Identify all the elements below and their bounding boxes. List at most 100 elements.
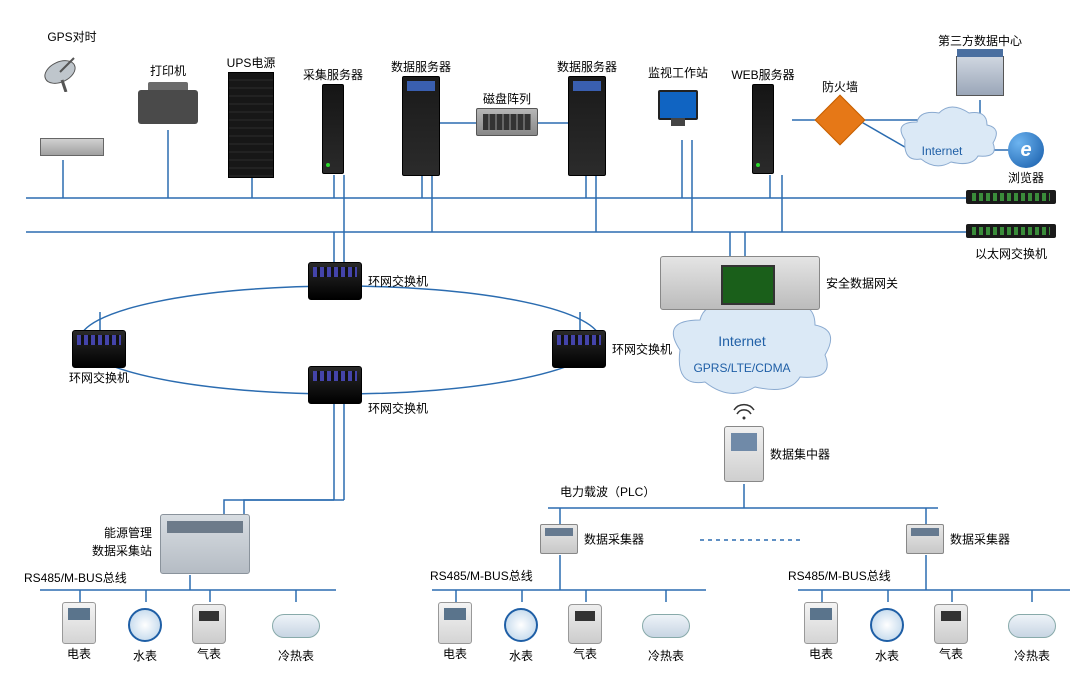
elec-meter-icon [438, 602, 472, 644]
gas-meter-1: 气表 [192, 604, 226, 644]
gas-meter-icon [934, 604, 968, 644]
collector-icon [906, 524, 944, 554]
wifi-icon [732, 402, 756, 420]
ring-switch-bottom: 环网交换机 [308, 366, 362, 404]
server-icon [568, 76, 606, 176]
switch-icon [966, 190, 1056, 204]
elec-label: 电表 [443, 645, 467, 662]
browser-node: 浏览器 [1008, 132, 1044, 168]
gateway-icon [660, 256, 820, 310]
collector-label-2: 数据采集器 [950, 531, 1010, 548]
water-label: 水表 [875, 647, 899, 664]
ring-switch-icon [308, 262, 362, 300]
heat-label: 冷热表 [648, 647, 684, 664]
gateway-label: 安全数据网关 [826, 275, 898, 292]
eth-switch-label: 以太网交换机 [975, 245, 1047, 262]
cloud-internet-text: Internet [718, 333, 766, 349]
datacenter-node: 第三方数据中心 [956, 56, 1004, 96]
printer-icon [138, 90, 198, 124]
heat-meter-2: 冷热表 [642, 614, 690, 638]
heat-label: 冷热表 [278, 647, 314, 664]
browser-label: 浏览器 [1008, 169, 1044, 186]
collector-node-2: 数据采集器 [906, 524, 944, 554]
water-label: 水表 [133, 647, 157, 664]
ring-switch-icon [308, 366, 362, 404]
data-server-label-1: 数据服务器 [391, 58, 451, 75]
gas-meter-2: 气表 [568, 604, 602, 644]
browser-icon [1008, 132, 1044, 168]
gas-meter-icon [192, 604, 226, 644]
heat-meter-1: 冷热表 [272, 614, 320, 638]
rs485-label-1: RS485/M-BUS总线 [24, 571, 127, 585]
disk-array-node: 磁盘阵列 [476, 108, 538, 136]
gas-meter-icon [568, 604, 602, 644]
station-icon [160, 514, 250, 574]
datacenter-label: 第三方数据中心 [938, 32, 1022, 49]
workstation-node: 监视工作站 [658, 90, 698, 120]
workstation-label: 监视工作站 [648, 64, 708, 81]
heat-meter-3: 冷热表 [1008, 614, 1056, 638]
ring-switch-icon [72, 330, 126, 368]
ring-switch-left: 环网交换机 [72, 330, 126, 368]
satellite-dish-icon [40, 52, 88, 92]
gas-meter-3: 气表 [934, 604, 968, 644]
monitor-icon [658, 90, 698, 120]
water-meter-icon [128, 608, 162, 642]
printer-node: 打印机 [138, 90, 198, 124]
disk-array-icon [476, 108, 538, 136]
ring-switch-label: 环网交换机 [368, 399, 428, 416]
firewall-icon [815, 95, 866, 146]
acq-server-label: 采集服务器 [303, 66, 363, 83]
water-meter-icon [504, 608, 538, 642]
gas-label: 气表 [197, 645, 221, 662]
gas-label: 气表 [939, 645, 963, 662]
gateway-node: 安全数据网关 [660, 256, 820, 310]
ups-label: UPS电源 [227, 54, 276, 71]
ups-node: UPS电源 [228, 72, 274, 178]
web-server-label: WEB服务器 [731, 66, 794, 83]
water-meter-3: 水表 [870, 608, 904, 642]
ups-icon [228, 72, 274, 178]
elec-label: 电表 [809, 645, 833, 662]
firewall-label: 防火墙 [822, 78, 858, 95]
collector-icon [540, 524, 578, 554]
gps-label: GPS对时 [47, 28, 96, 45]
eth-switch-1 [966, 190, 1056, 204]
ring-switch-label: 环网交换机 [69, 369, 129, 386]
data-server-node-1: 数据服务器 [402, 76, 440, 176]
gas-label: 气表 [573, 645, 597, 662]
concentrator-icon [724, 426, 764, 482]
elec-meter-2: 电表 [438, 602, 472, 644]
plc-label: 电力载波（PLC） [560, 485, 655, 499]
gps-rack-icon [40, 138, 104, 156]
ring-switch-label: 环网交换机 [612, 341, 672, 358]
station-node: 能源管理 数据采集站 [160, 514, 250, 574]
building-icon [956, 56, 1004, 96]
data-server-label-2: 数据服务器 [557, 58, 617, 75]
ring-switch-right: 环网交换机 [552, 330, 606, 368]
elec-meter-3: 电表 [804, 602, 838, 644]
station-label-1: 能源管理 [104, 524, 152, 541]
elec-meter-icon [62, 602, 96, 644]
cloud-wan-text: GPRS/LTE/CDMA [693, 361, 790, 375]
heat-meter-icon [642, 614, 690, 638]
water-meter-2: 水表 [504, 608, 538, 642]
server-icon [402, 76, 440, 176]
ring-switch-top: 环网交换机 [308, 262, 362, 300]
concentrator-label: 数据集中器 [770, 446, 830, 463]
data-server-node-2: 数据服务器 [568, 76, 606, 176]
eth-switch-2: 以太网交换机 [966, 224, 1056, 238]
rs485-label-2: RS485/M-BUS总线 [430, 569, 533, 583]
heat-meter-icon [272, 614, 320, 638]
water-label: 水表 [509, 647, 533, 664]
water-meter-1: 水表 [128, 608, 162, 642]
server-icon [752, 84, 774, 174]
server-icon [322, 84, 344, 174]
station-label-2: 数据采集站 [92, 542, 152, 559]
acq-server-node: 采集服务器 [322, 84, 344, 174]
ring-switch-icon [552, 330, 606, 368]
collector-label-1: 数据采集器 [584, 531, 644, 548]
ring-switch-label: 环网交换机 [368, 273, 428, 290]
disk-array-label: 磁盘阵列 [483, 90, 531, 107]
elec-label: 电表 [67, 645, 91, 662]
